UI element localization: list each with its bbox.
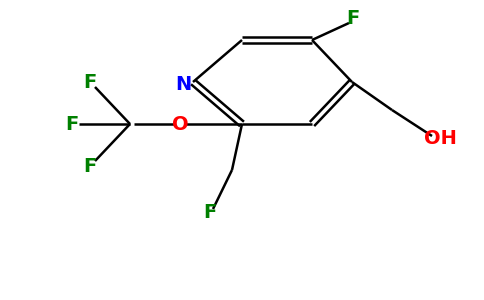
Text: F: F [83, 157, 97, 175]
Text: F: F [83, 73, 97, 92]
Text: F: F [347, 8, 360, 28]
Text: O: O [172, 115, 188, 134]
Text: N: N [175, 76, 191, 94]
Text: F: F [203, 203, 217, 223]
Text: F: F [65, 115, 78, 134]
Text: OH: OH [424, 128, 456, 148]
